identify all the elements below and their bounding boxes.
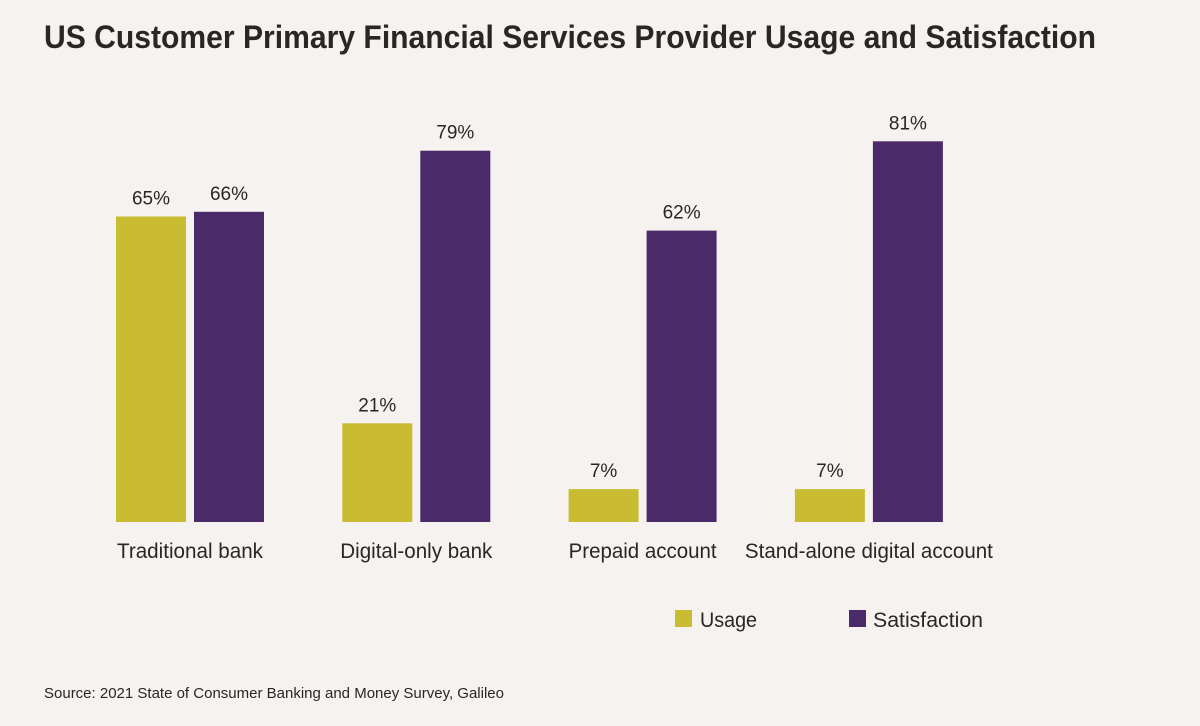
data-label-usage-0: 65% — [132, 189, 170, 210]
data-label-usage-3: 7% — [816, 461, 844, 482]
data-label-satisfaction-0: 66% — [210, 184, 248, 205]
source-note: Source: 2021 State of Consumer Banking a… — [44, 685, 504, 702]
bars: 65% 66% Traditional bank 21% 79% Digital-only… — [116, 113, 993, 563]
legend-swatch-satisfaction — [849, 610, 866, 627]
data-label-usage-2: 7% — [590, 461, 618, 482]
legend-label-usage: Usage — [700, 609, 757, 632]
data-label-usage-1: 21% — [358, 395, 396, 416]
chart-title: US Customer Primary Financial Services P… — [44, 19, 1096, 55]
bar-satisfaction-2 — [646, 230, 717, 522]
bar-satisfaction-0 — [194, 211, 264, 523]
bar-usage-1 — [342, 423, 413, 522]
legend-label-satisfaction: Satisfaction — [873, 609, 983, 632]
data-label-satisfaction-2: 62% — [663, 203, 701, 224]
bar-usage-3 — [794, 489, 865, 522]
bar-usage-0 — [116, 216, 186, 522]
category-label-0: Traditional bank — [117, 540, 263, 563]
legend: Usage Satisfaction — [675, 609, 983, 632]
category-label-1: Digital-only bank — [340, 540, 492, 563]
data-label-satisfaction-1: 79% — [436, 123, 474, 144]
category-label-2: Prepaid account — [569, 540, 717, 563]
bar-satisfaction-3 — [872, 141, 943, 523]
bar-usage-2 — [568, 489, 639, 522]
category-label-3: Stand-alone digital account — [745, 540, 993, 563]
legend-swatch-usage — [675, 610, 692, 627]
bar-satisfaction-1 — [420, 150, 491, 522]
data-label-satisfaction-3: 81% — [889, 113, 927, 134]
